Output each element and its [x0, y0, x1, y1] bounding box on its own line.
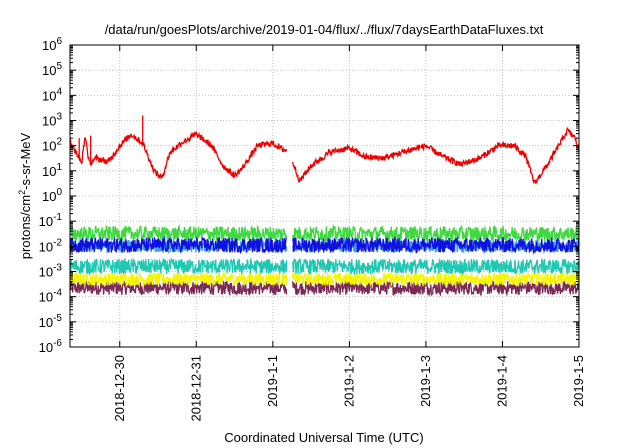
- series-line-6: [69, 130, 288, 179]
- series-line-1: [69, 270, 288, 287]
- x-tick-label: 2019-1-4: [494, 355, 509, 407]
- x-tick-label: 2019-1-1: [265, 355, 280, 407]
- series-line-3: [292, 223, 580, 244]
- y-tick-label: 10-6: [39, 338, 63, 355]
- y-tick-label: 105: [42, 61, 62, 78]
- y-axis-label-sup: 2: [17, 190, 27, 195]
- plot-area: [69, 115, 580, 297]
- y-axis: 10-6 10-5 10-4 10-3 10-2 10-1 100 101 102 103 104 1…: [39, 36, 579, 355]
- y-tick-label: 102: [42, 137, 62, 154]
- y-tick-label: 104: [42, 86, 62, 103]
- y-tick-label: 10-2: [39, 237, 63, 254]
- series-line-5: [292, 235, 580, 255]
- y-tick-label: 103: [42, 112, 62, 129]
- y-tick-label: 101: [42, 162, 62, 179]
- series-line-2: [292, 257, 580, 277]
- y-tick-label: 10-5: [39, 313, 63, 330]
- x-axis-label: Coordinated Universal Time (UTC): [224, 430, 423, 445]
- y-axis-label: protons/cm2-s-sr-MeV: [17, 132, 33, 259]
- grid: [70, 45, 579, 347]
- y-axis-label-tail: -s-sr-MeV: [18, 132, 33, 189]
- y-tick-label: 10-3: [39, 263, 63, 280]
- series-line-3: [69, 223, 288, 243]
- y-tick-label: 10-4: [39, 288, 63, 305]
- y-tick-label: 106: [42, 36, 62, 53]
- y-axis-label-base: protons/cm: [18, 195, 33, 259]
- series-line-0: [69, 279, 288, 297]
- y-tick-label: 100: [42, 187, 62, 204]
- x-tick-label: 2019-1-2: [341, 355, 356, 407]
- x-tick-label: 2018-12-30: [112, 355, 127, 422]
- series-line-2: [69, 257, 288, 277]
- x-tick-label: 2018-12-31: [188, 355, 203, 422]
- x-tick-label: 2019-1-5: [571, 355, 586, 407]
- series-line-1: [292, 271, 580, 288]
- x-tick-label: 2019-1-3: [418, 355, 433, 407]
- chart-title: /data/run/goesPlots/archive/2019-01-04/f…: [105, 22, 544, 37]
- x-axis: 2018-12-30 2018-12-31 2019-1-1 2019-1-2 2019…: [112, 45, 586, 422]
- series-line-0: [292, 279, 580, 297]
- y-tick-label: 10-1: [39, 212, 63, 229]
- series-line-5: [69, 235, 287, 255]
- series-line-6: [292, 126, 580, 185]
